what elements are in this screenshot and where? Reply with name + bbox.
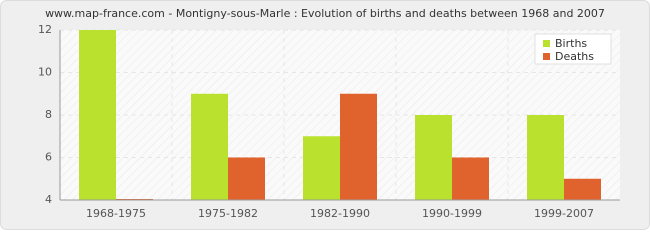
bar bbox=[303, 136, 340, 200]
legend-label: Deaths bbox=[555, 50, 594, 63]
bar bbox=[79, 30, 116, 200]
x-tick-label: 1968-1975 bbox=[86, 207, 146, 220]
x-tick-label: 1975-1982 bbox=[198, 207, 258, 220]
y-tick-label: 10 bbox=[38, 66, 52, 79]
legend-label: Births bbox=[555, 37, 587, 50]
x-tick-label: 1990-1999 bbox=[422, 207, 482, 220]
bar bbox=[452, 157, 489, 200]
y-tick-label: 12 bbox=[38, 23, 52, 36]
legend-swatch bbox=[543, 53, 550, 60]
bar bbox=[191, 93, 228, 200]
bar bbox=[527, 115, 564, 200]
chart: www.map-france.com - Montigny-sous-Marle… bbox=[0, 0, 650, 230]
bar bbox=[228, 157, 265, 200]
x-tick-label: 1999-2007 bbox=[534, 207, 594, 220]
y-tick-label: 6 bbox=[45, 151, 52, 164]
bar bbox=[564, 178, 601, 200]
chart-title: www.map-france.com - Montigny-sous-Marle… bbox=[45, 7, 605, 20]
y-tick-label: 8 bbox=[45, 108, 52, 121]
x-tick-label: 1982-1990 bbox=[310, 207, 370, 220]
y-tick-label: 4 bbox=[45, 193, 52, 206]
bar bbox=[415, 115, 452, 200]
bar bbox=[340, 93, 377, 200]
legend-swatch bbox=[543, 40, 550, 47]
